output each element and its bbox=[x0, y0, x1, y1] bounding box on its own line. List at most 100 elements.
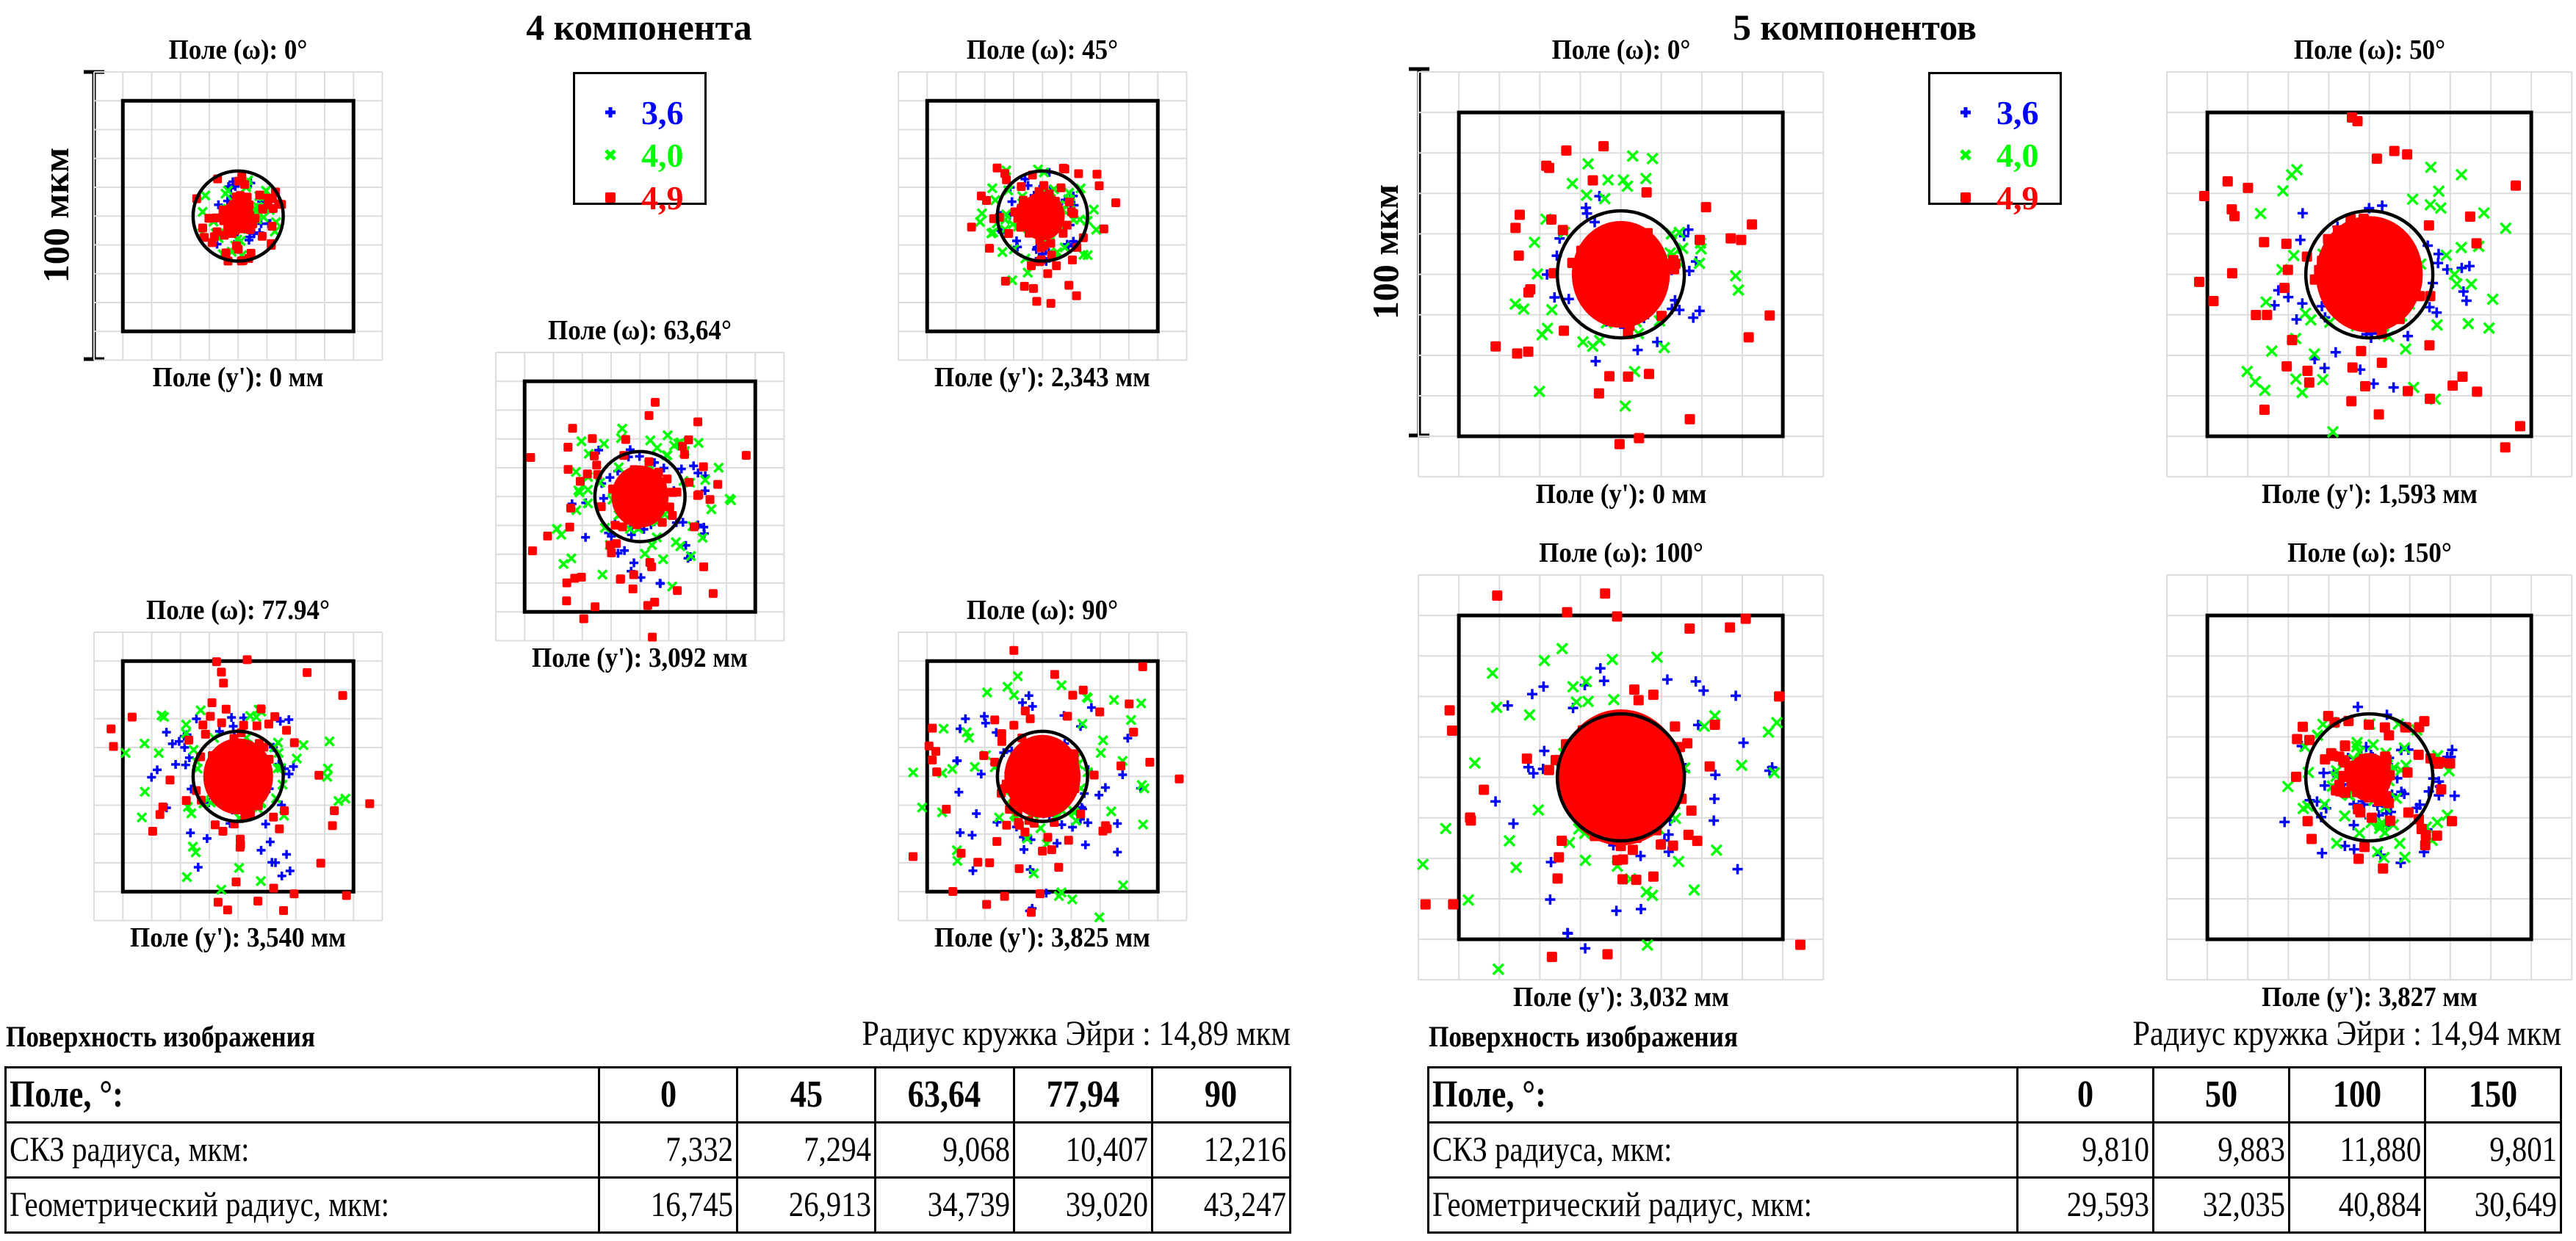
spot-point bbox=[1478, 784, 1489, 795]
spot-point bbox=[984, 243, 994, 253]
field-angle-label: Поле (ω): 100° bbox=[1538, 537, 1703, 568]
spot-point bbox=[2450, 278, 2463, 290]
spot-point bbox=[1543, 764, 1554, 775]
table-row-field: Поле, °: 0 50 100 150 bbox=[1427, 1066, 2562, 1124]
spot-point bbox=[2402, 330, 2413, 341]
spot-point bbox=[699, 562, 708, 571]
spot-point bbox=[946, 763, 958, 775]
spot-point bbox=[2334, 751, 2345, 762]
spot-point bbox=[1688, 883, 1700, 897]
spot-point bbox=[1652, 336, 1663, 347]
spot-point bbox=[712, 462, 724, 473]
spot-point bbox=[1492, 590, 1503, 601]
spot-point bbox=[1646, 152, 1659, 165]
spot-point bbox=[2295, 386, 2309, 399]
spot-point bbox=[2378, 863, 2389, 874]
spot-point bbox=[231, 877, 241, 886]
spot-point bbox=[2424, 302, 2435, 313]
spot-point bbox=[1090, 224, 1102, 235]
square-marker-icon bbox=[605, 192, 616, 203]
spot-point bbox=[365, 799, 375, 808]
spot-point bbox=[316, 858, 325, 868]
spot-point bbox=[1039, 241, 1048, 250]
spot-point bbox=[1052, 261, 1061, 270]
table-cell: 40,884 bbox=[2288, 1176, 2426, 1234]
spot-diagram-svg bbox=[494, 351, 785, 642]
spot-point bbox=[907, 767, 919, 778]
spot-point bbox=[1043, 269, 1053, 278]
table-header-cell: 63,64 bbox=[874, 1066, 1015, 1124]
spot-point bbox=[2331, 785, 2342, 796]
spot-point bbox=[2478, 206, 2490, 220]
spot-point bbox=[2447, 380, 2458, 391]
spot-point bbox=[2290, 771, 2301, 782]
spot-point bbox=[2384, 815, 2395, 826]
legend-label: 4,0 bbox=[641, 137, 684, 174]
spot-point bbox=[2265, 344, 2278, 358]
spot-point bbox=[2499, 222, 2512, 234]
spot-point bbox=[1137, 819, 1149, 830]
spot-point bbox=[158, 802, 167, 811]
spot-point bbox=[201, 729, 210, 739]
spot-point bbox=[562, 596, 571, 605]
spot-point bbox=[951, 855, 963, 866]
spot-point bbox=[1709, 815, 1720, 826]
spot-point bbox=[198, 720, 208, 729]
spot-point bbox=[267, 194, 277, 203]
spot-point bbox=[665, 502, 674, 512]
legend-item-4-9: 4,9 bbox=[1930, 176, 2060, 220]
spot-point bbox=[931, 767, 941, 776]
spot-point bbox=[1092, 170, 1102, 179]
spot-point bbox=[167, 739, 177, 748]
spot-point bbox=[1175, 774, 1184, 784]
spot-point bbox=[1740, 613, 1751, 624]
spot-point bbox=[1490, 701, 1503, 714]
spot-point bbox=[596, 502, 606, 511]
spot-point bbox=[221, 704, 231, 714]
spot-point bbox=[2303, 734, 2315, 745]
spot-point bbox=[120, 747, 131, 759]
spot-point bbox=[1054, 862, 1064, 872]
spot-point bbox=[1088, 203, 1100, 215]
spot-point bbox=[657, 554, 668, 565]
spot-point bbox=[2431, 830, 2442, 841]
spot-point bbox=[2423, 220, 2434, 231]
spot-point bbox=[1738, 737, 1749, 748]
spot-point bbox=[186, 808, 197, 819]
spot-point bbox=[2363, 719, 2374, 730]
spot-point bbox=[218, 679, 228, 688]
series-4-9 bbox=[2290, 710, 2457, 874]
spot-point bbox=[1123, 734, 1133, 743]
spot-point bbox=[289, 738, 299, 748]
spot-point bbox=[2378, 826, 2392, 839]
plot-frame bbox=[522, 379, 757, 614]
spot-point bbox=[2514, 421, 2525, 432]
spot-point bbox=[2432, 185, 2445, 198]
series-4-9 bbox=[192, 172, 286, 266]
spot-point bbox=[256, 704, 266, 714]
spot-point bbox=[244, 235, 253, 245]
spot-point bbox=[1794, 939, 1805, 950]
spot-point bbox=[181, 760, 190, 770]
field-angle-label: Поле (ω): 45° bbox=[966, 34, 1119, 65]
table-row-geo: Геометрический радиус, мкм: 16,745 26,91… bbox=[4, 1176, 1292, 1234]
spot-point bbox=[1512, 348, 1523, 359]
spot-point bbox=[1673, 226, 1686, 239]
spot-point bbox=[1444, 705, 1455, 716]
spot-point bbox=[2297, 298, 2308, 309]
spot-point bbox=[1056, 183, 1066, 192]
table-cell: 10,407 bbox=[1012, 1121, 1153, 1179]
spot-point bbox=[974, 216, 986, 228]
spot-point bbox=[657, 518, 667, 527]
spot-point bbox=[2355, 807, 2366, 818]
spot-point bbox=[1600, 588, 1611, 599]
spot-point bbox=[956, 848, 966, 858]
legend-item-4-0: 4,0 bbox=[575, 133, 704, 177]
spot-point bbox=[139, 738, 150, 749]
airy-radius-left: Радиус кружка Эйри : 14,89 мкм bbox=[862, 1014, 1291, 1053]
spot-point bbox=[1545, 214, 1556, 225]
spot-point bbox=[613, 461, 624, 473]
spot-point bbox=[231, 241, 241, 250]
spot-point bbox=[1510, 222, 1521, 234]
spot-point bbox=[741, 450, 751, 460]
